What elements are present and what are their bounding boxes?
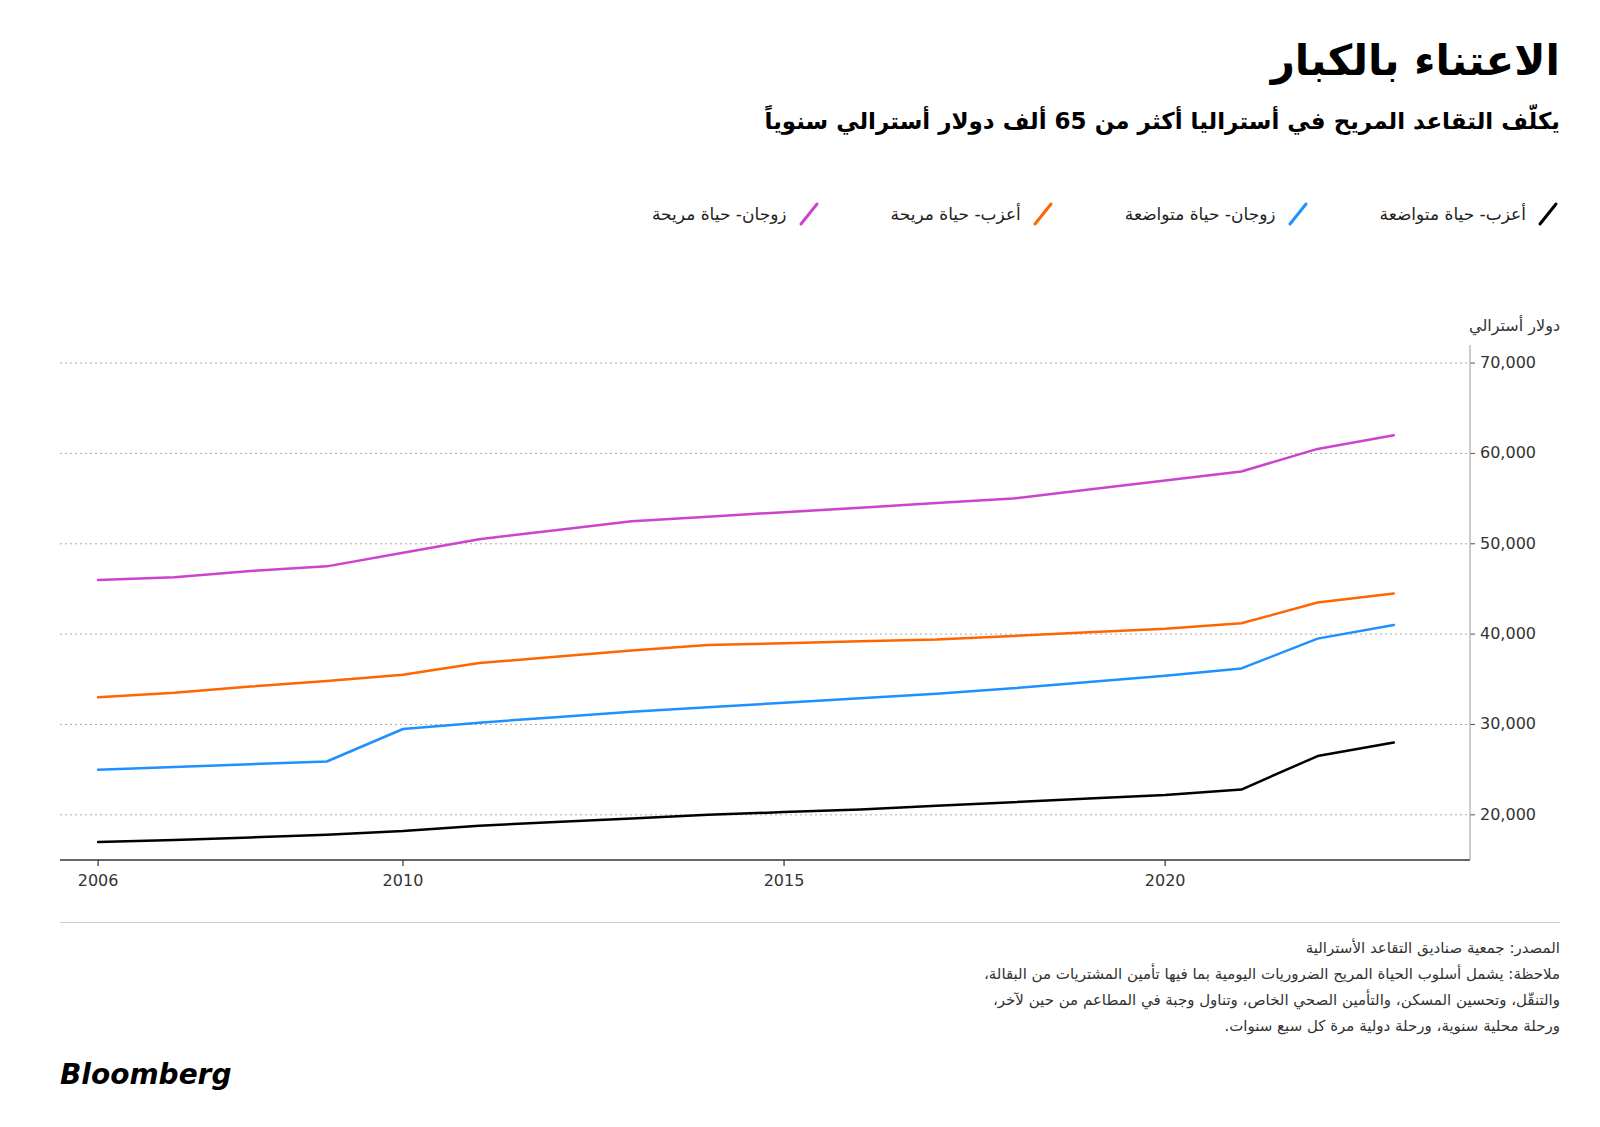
y-tick-label: 20,000 <box>1480 805 1536 824</box>
legend-item: زوجان- حياة متواضعة <box>1125 200 1310 228</box>
subtitle: يكلّف التقاعد المريح في أستراليا أكثر من… <box>40 108 1560 134</box>
grid-line <box>60 543 1470 544</box>
chart: 20,000 30,000 40,000 50,000 60,000 70,000 2006… <box>0 0 1600 1127</box>
x-tick <box>98 860 99 866</box>
y-tick-label: 60,000 <box>1480 443 1536 462</box>
grid <box>60 363 1470 815</box>
y-axis-label: دولار أسترالي <box>1469 315 1560 336</box>
note-line: والتنقّل، وتحسين المسكن، والتأمين الصحي … <box>40 987 1560 1013</box>
legend-swatch-line <box>801 204 817 224</box>
x-tick-label: 2006 <box>78 871 119 890</box>
series-line <box>98 743 1394 842</box>
x-tick <box>783 860 784 866</box>
legend-swatch-line <box>1290 204 1306 224</box>
y-tick-label: 50,000 <box>1480 534 1536 553</box>
notes: المصدر: جمعية صناديق التقاعد الأستراليةم… <box>40 935 1560 1039</box>
note-line: ورحلة محلية سنوية، ورحلة دولية مرة كل سب… <box>40 1013 1560 1039</box>
legend-item: زوجان- حياة مريحة <box>652 200 821 228</box>
grid-line <box>60 724 1470 725</box>
legend-swatch <box>1031 200 1055 228</box>
y-tick-label: 40,000 <box>1480 624 1536 643</box>
separator <box>60 922 1560 923</box>
y-axis-line <box>1470 345 1471 860</box>
legend-item: أعزب- حياة متواضعة <box>1380 200 1560 228</box>
axes: 20,000 30,000 40,000 50,000 60,000 70,000 2006… <box>60 345 1536 890</box>
legend-label: أعزب- حياة مريحة <box>891 204 1021 224</box>
x-tick <box>402 860 403 866</box>
x-tick-label: 2010 <box>383 871 424 890</box>
y-tick <box>1470 543 1475 544</box>
grid-line <box>60 453 1470 454</box>
legend-label: أعزب- حياة متواضعة <box>1380 204 1526 224</box>
x-tick <box>1165 860 1166 866</box>
note-line: ملاحظة: يشمل أسلوب الحياة المريح الضروري… <box>40 961 1560 987</box>
grid-line <box>60 363 1470 364</box>
y-tick <box>1470 453 1475 454</box>
plot-data <box>98 435 1394 842</box>
y-tick <box>1470 814 1475 815</box>
legend-swatch-line <box>1035 204 1051 224</box>
y-tick <box>1470 363 1475 364</box>
legend-swatch <box>1286 200 1310 228</box>
legend-label: زوجان- حياة مريحة <box>652 204 787 224</box>
y-tick <box>1470 724 1475 725</box>
note-line: المصدر: جمعية صناديق التقاعد الأسترالية <box>40 935 1560 961</box>
x-tick-label: 2020 <box>1145 871 1186 890</box>
y-tick-label: 30,000 <box>1480 714 1536 733</box>
y-tick-label: 70,000 <box>1480 353 1536 372</box>
grid-line <box>60 634 1470 635</box>
x-tick-label: 2015 <box>764 871 805 890</box>
legend-label: زوجان- حياة متواضعة <box>1125 204 1276 224</box>
series-line <box>98 593 1394 697</box>
legend-swatch <box>797 200 821 228</box>
legend-swatch-line <box>1540 204 1556 224</box>
legend-item: أعزب- حياة مريحة <box>891 200 1055 228</box>
series-line <box>98 435 1394 580</box>
legend: أعزب- حياة متواضعة زوجان- حياة متواضعة أعز… <box>40 200 1560 228</box>
series-line <box>98 625 1394 770</box>
y-tick <box>1470 634 1475 635</box>
title: الاعتناء بالكبار <box>40 36 1560 85</box>
legend-swatch <box>1536 200 1560 228</box>
credit: Bloomberg <box>60 1058 231 1091</box>
grid-line <box>60 814 1470 815</box>
x-axis-line <box>60 859 1470 861</box>
